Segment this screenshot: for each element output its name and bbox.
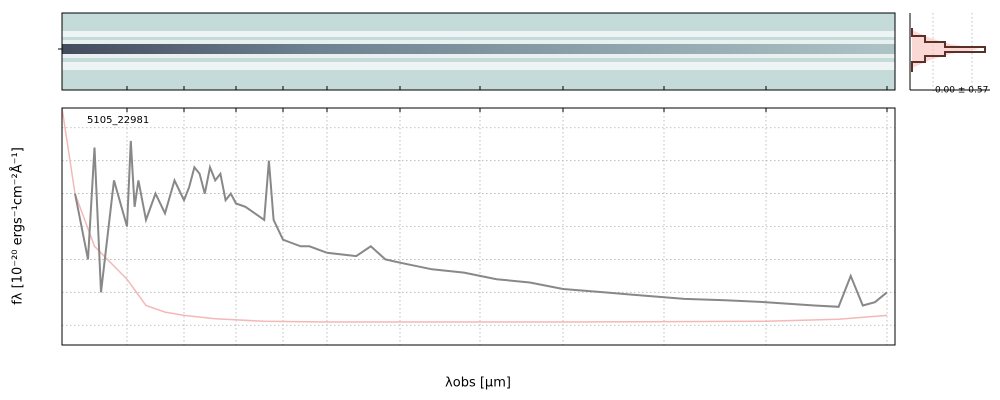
- x-tick-label: 2.5: [317, 354, 338, 369]
- x-tick-label: 0.7: [117, 354, 138, 369]
- spectrum-2d: [58, 12, 896, 91]
- y-tick-label: 15: [37, 219, 54, 234]
- x-tick-label: 3.5: [470, 354, 491, 369]
- y-tick-label: 30: [37, 120, 54, 135]
- x-axis-label: λobs [μm]: [445, 376, 511, 391]
- x-tick-label: 5.5: [877, 354, 898, 369]
- y-tick-label: 0: [46, 318, 54, 333]
- plot: 0 5 10 15 20 25 30 0.7 1 1.5 2 2.5 3 3.5 4 4.5 5 5.5: [37, 108, 898, 369]
- x-tick-label: 4.5: [654, 354, 675, 369]
- profile-label: -0.00 ± 0.57: [932, 86, 989, 96]
- y-tick-label: 10: [37, 252, 54, 267]
- x-tick-label: 1: [180, 354, 188, 369]
- y-tick-label: 5: [46, 285, 54, 300]
- y-tick-label: 20: [37, 186, 54, 201]
- y-tick-label: 25: [37, 153, 54, 168]
- x-tick-label: 3: [396, 354, 404, 369]
- x-tick-label: 1.5: [226, 354, 247, 369]
- x-tick-label: 4: [559, 354, 567, 369]
- y-axis-label: fλ [10⁻²⁰ ergs⁻¹cm⁻²Å⁻¹]: [10, 147, 26, 305]
- profile-panel: -0.00 ± 0.57: [909, 13, 990, 96]
- spectrum-line: [74, 140, 888, 308]
- annotation: 5105_22981: [87, 115, 149, 126]
- plot-frame: [61, 107, 896, 346]
- x-tick-label: 2: [279, 354, 287, 369]
- x-tick-label: 5: [762, 354, 770, 369]
